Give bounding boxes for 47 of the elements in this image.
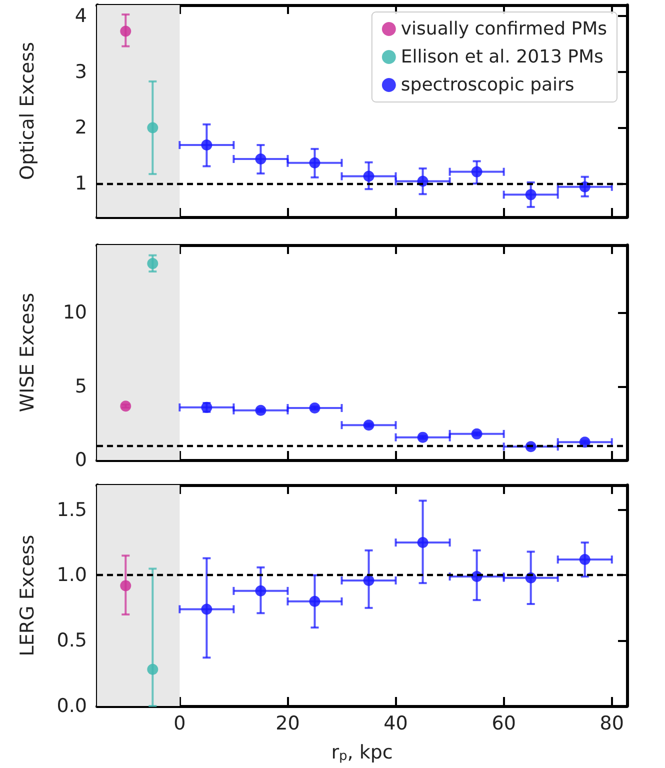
y-tick-label: 3: [74, 60, 87, 83]
point: [471, 166, 482, 178]
x-tick-label: 80: [600, 712, 624, 734]
y-tick-label: 1: [74, 172, 87, 195]
y-tick-label: 0.5: [56, 630, 87, 652]
point: [201, 140, 212, 151]
point: [120, 26, 132, 37]
x-axis-title: rp, kpc: [331, 742, 393, 764]
point: [309, 402, 320, 414]
point: [363, 574, 374, 586]
y-tick-label: 0.0: [56, 695, 87, 717]
point: [255, 585, 266, 596]
point: [363, 420, 374, 431]
x-tick-label: 60: [492, 712, 516, 734]
point: [120, 580, 132, 592]
point: [309, 596, 320, 607]
point: [417, 432, 428, 443]
point: [147, 122, 158, 134]
point: [255, 404, 266, 416]
x-tick-label: 0: [174, 712, 186, 734]
point: [525, 189, 536, 200]
y-tick-label: 4: [74, 5, 87, 28]
point: [579, 554, 590, 566]
y-axis-title: WISE Excess: [16, 292, 38, 412]
legend-label: visually confirmed PMs: [400, 18, 608, 40]
point: [120, 400, 132, 412]
point: [417, 537, 428, 548]
point: [309, 157, 320, 168]
y-tick-label: 0: [74, 449, 87, 471]
x-tick-label: 20: [276, 712, 300, 734]
point: [255, 153, 266, 164]
point: [471, 428, 482, 440]
point: [201, 604, 212, 615]
legend-label: Ellison et al. 2013 PMs: [400, 46, 604, 68]
y-axis-title: LERG Excess: [16, 534, 38, 656]
point: [147, 258, 158, 270]
legend-label: spectroscopic pairs: [400, 74, 574, 96]
y-tick-label: 10: [62, 302, 87, 324]
point: [579, 436, 590, 448]
y-tick-label: 5: [74, 375, 87, 398]
y-tick-label: 1.5: [56, 498, 87, 521]
y-axis-title: Optical Excess: [16, 42, 38, 180]
y-tick-label: 1.0: [56, 564, 87, 586]
point: [147, 664, 158, 675]
y-tick-label: 2: [74, 116, 87, 139]
x-tick-label: 40: [384, 712, 408, 734]
point: [363, 170, 374, 182]
